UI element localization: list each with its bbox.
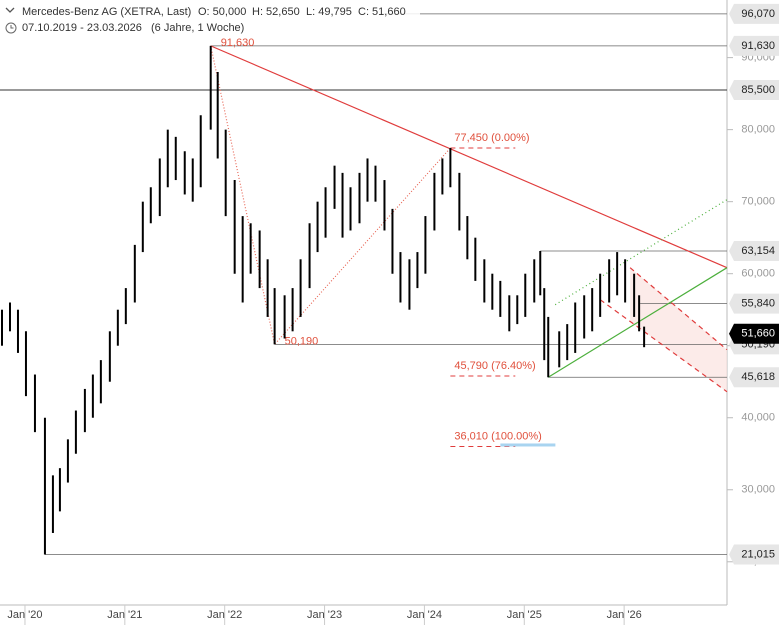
header: Mercedes-Benz AG (XETRA, Last) O: 50,000… <box>0 0 420 38</box>
level-box <box>729 240 779 261</box>
level-label: 21,015 <box>741 548 775 560</box>
x-tick-label: Jan '21 <box>107 609 142 621</box>
trendline <box>554 199 728 306</box>
trendline <box>547 267 728 378</box>
fib-label: 50,190 <box>285 335 319 347</box>
x-tick-label: Jan '22 <box>207 609 242 621</box>
y-tick-label: 30,000 <box>741 484 775 496</box>
header-quote: O: 50,000 <box>198 6 246 18</box>
y-tick-label: 60,000 <box>741 268 775 280</box>
trendline <box>629 267 728 351</box>
clock-hand <box>10 25 14 29</box>
date-range: 07.10.2019 - 23.03.2026 <box>22 22 142 34</box>
x-tick-label: Jan '23 <box>307 609 342 621</box>
level-box <box>729 367 779 388</box>
level-label: 63,154 <box>741 245 775 257</box>
level-label: 55,840 <box>741 298 775 310</box>
channel-shade <box>630 267 727 392</box>
header-quote: H: 52,650 <box>252 6 300 18</box>
trendline <box>210 45 728 269</box>
x-tick-label: Jan '20 <box>7 609 42 621</box>
level-label: 85,500 <box>741 84 775 96</box>
x-tick-label: Jan '25 <box>507 609 542 621</box>
level-label: 45,618 <box>741 371 775 383</box>
header-background <box>0 0 420 38</box>
trendline <box>210 45 451 346</box>
x-tick-label: Jan '26 <box>607 609 642 621</box>
level-box <box>729 544 779 565</box>
y-tick-label: 40,000 <box>741 412 775 424</box>
level-label: 51,660 <box>741 328 775 340</box>
level-box <box>729 293 779 314</box>
clock-icon <box>5 22 17 34</box>
collapse-icon[interactable] <box>5 7 15 13</box>
fib-label: 45,790 (76.40%) <box>454 360 535 372</box>
level-box <box>729 3 779 24</box>
x-tick-label: Jan '24 <box>407 609 442 621</box>
header-quote: C: 51,660 <box>358 6 406 18</box>
trendline <box>599 299 728 393</box>
date-span: (6 Jahre, 1 Woche) <box>151 22 244 34</box>
fib-label: 36,010 (100.00%) <box>454 430 541 442</box>
header-title: Mercedes-Benz AG (XETRA, Last) <box>22 6 191 18</box>
level-box <box>729 35 779 56</box>
level-box <box>729 80 779 101</box>
fib-target <box>500 443 556 447</box>
fib-label: 91,630 <box>221 37 255 49</box>
y-tick-label: 70,000 <box>741 196 775 208</box>
level-label: 96,070 <box>741 8 775 20</box>
fib-label: 77,450 (0.00%) <box>454 132 529 144</box>
y-tick-label: 80,000 <box>741 124 775 136</box>
level-label: 91,630 <box>741 40 775 52</box>
header-quote: L: 49,795 <box>306 6 352 18</box>
level-box <box>729 323 779 344</box>
